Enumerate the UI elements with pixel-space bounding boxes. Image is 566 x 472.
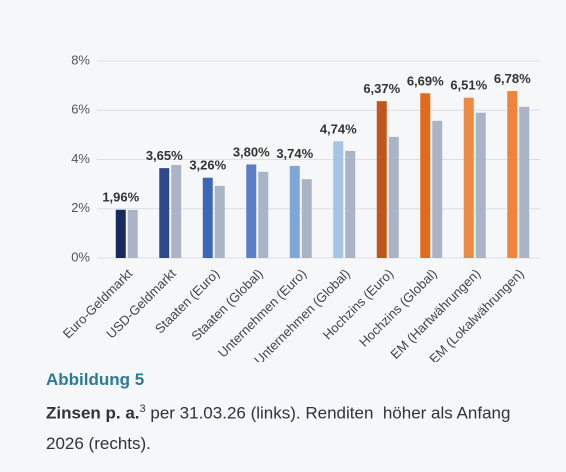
figure-label: Abbildung 5 [46,370,145,389]
value-label: 1,96% [102,190,139,205]
bar [159,168,170,258]
bar [115,209,126,258]
bar [127,209,138,258]
caption: Abbildung 5 Zinsen p. a.3 per 31.03.26 (… [46,366,538,459]
caption-rest: per 31.03.26 (links). Renditen höher als… [46,403,516,453]
y-tick-label: 0% [71,249,90,264]
bar [246,164,257,258]
caption-text: Zinsen p. a.3 per 31.03.26 (links). Rend… [46,394,538,459]
y-tick-label: 8% [71,52,90,67]
value-label: 6,78% [494,71,531,86]
bar [475,112,486,259]
bar [333,141,344,258]
y-tick-label: 4% [71,151,90,166]
bar [432,120,443,259]
value-label: 3,80% [233,144,270,159]
bar [258,171,269,258]
bar [289,165,300,258]
chart: 0%2%4%6%8%1,96%Euro-Geldmarkt3,65%USD-Ge… [60,52,540,362]
value-label: 6,51% [450,78,487,93]
bar [519,106,530,259]
value-label: 3,65% [146,148,183,163]
bar [202,177,213,258]
footnote-mark: 3 [139,403,146,415]
y-tick-label: 6% [71,102,90,117]
value-label: 6,69% [407,73,444,88]
bar [345,150,356,258]
bar [214,185,225,258]
x-tick-label: Hochzins (Global) [356,266,440,350]
caption-bold: Zinsen p. a. [46,403,140,423]
bar [301,179,312,258]
y-tick-label: 2% [71,200,90,215]
value-label: 3,74% [276,146,313,161]
bar [507,91,518,258]
bar [171,164,182,258]
value-label: 4,74% [320,121,357,136]
bar [420,93,431,258]
bar [388,136,399,258]
bar [376,101,387,258]
value-label: 6,37% [363,81,400,96]
bar [463,97,474,258]
value-label: 3,26% [189,158,226,173]
